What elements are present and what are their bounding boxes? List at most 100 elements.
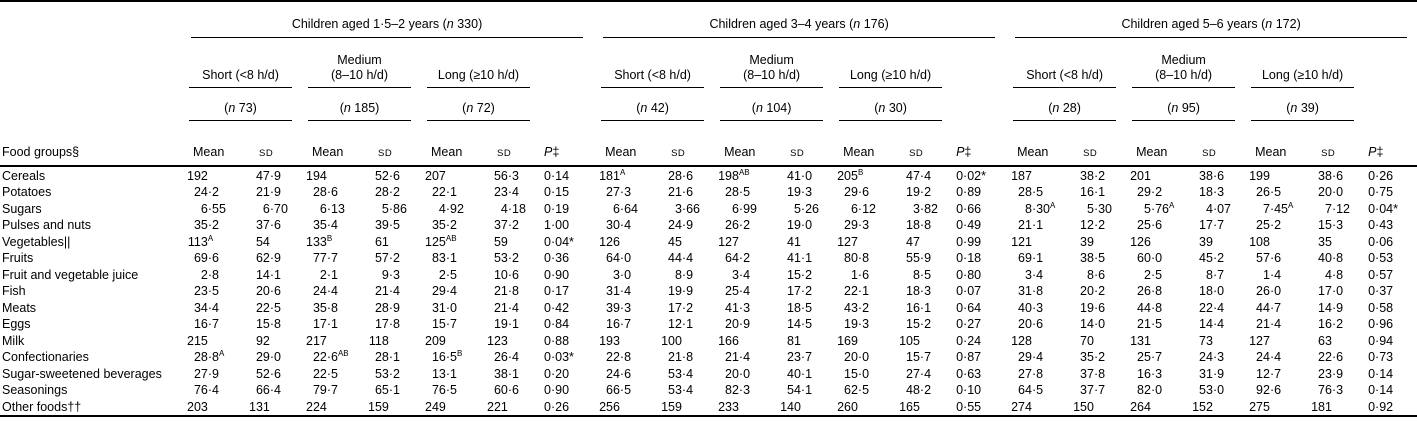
data-cell: 121	[1005, 233, 1067, 250]
data-cell: 2·8	[181, 266, 243, 283]
data-cell: 20·6	[1005, 316, 1067, 333]
decimal-part: ·4	[269, 383, 281, 397]
data-cell: 28·9	[362, 299, 419, 316]
integer-part: 28	[668, 168, 682, 183]
data-cell: 24·4	[1243, 349, 1305, 366]
decimal-part: ·1	[388, 383, 400, 397]
decimal-part: ·8	[857, 251, 870, 265]
data-cell: 22·1	[831, 283, 893, 300]
data-cell: 4·18	[481, 200, 538, 217]
p-value-cell: 0·04*	[544, 234, 574, 249]
p-value-cell: 0·63	[956, 366, 982, 381]
decimal-part: ·2	[388, 185, 400, 199]
p-value-cell: 0·36	[544, 251, 570, 265]
integer-part: 20	[1080, 284, 1094, 298]
data-cell: 64·5	[1005, 382, 1067, 399]
sample-size-header: (n 185)	[300, 88, 419, 121]
integer-part: 26	[1256, 185, 1270, 199]
integer-part: 201	[1130, 168, 1151, 183]
integer-part: 62	[844, 383, 858, 397]
data-cell: 18·3	[893, 283, 950, 300]
data-cell: 21·4	[362, 283, 419, 300]
data-cell: 24·2	[181, 184, 243, 201]
integer-part: 20	[725, 317, 739, 331]
data-cell: 15·7	[893, 349, 950, 366]
table-row: Vegetables|| 113A 54 133B 61 125AB 59 0·04* 126 4…	[0, 233, 1417, 250]
integer-part: 52	[374, 168, 389, 183]
decimal-part: ·2	[445, 218, 457, 232]
integer-part: 64	[725, 251, 739, 265]
decimal-part: ·4	[445, 284, 457, 298]
data-cell: 21·5	[1124, 316, 1186, 333]
integer-part: 108	[1249, 234, 1270, 249]
decimal-part: ·6	[207, 251, 219, 265]
decimal-part: ·3	[738, 300, 751, 315]
integer-part: 66	[606, 383, 620, 397]
decimal-part: ·9	[738, 317, 751, 331]
data-cell: 39·5	[362, 217, 419, 234]
data-cell: 31·8	[1005, 283, 1067, 300]
data-cell: 207	[419, 166, 481, 184]
decimal-part: ·0	[738, 366, 751, 381]
integer-part: 69	[1018, 251, 1032, 265]
italic-n: n	[1171, 101, 1179, 115]
decimal-part: ·2	[1093, 350, 1106, 364]
data-cell: 22·6	[1305, 349, 1362, 366]
p-value-cell: 0·07	[956, 284, 982, 298]
data-cell: 27·9	[181, 365, 243, 382]
data-cell: 3·0	[593, 266, 655, 283]
sleep-duration-label: Short (<8 h/d)	[189, 66, 292, 88]
integer-part: 21	[725, 350, 739, 364]
decimal-part: ·7	[326, 251, 338, 265]
data-cell: 28·8A	[181, 349, 243, 366]
row-label: Other foods††	[2, 399, 82, 414]
integer-part: 35	[1080, 350, 1094, 364]
integer-part: 21	[493, 300, 508, 315]
decimal-part: ·9	[207, 366, 219, 381]
integer-part: 57	[374, 251, 389, 265]
data-cell: 22·4	[1186, 299, 1243, 316]
integer-part: 118	[368, 333, 389, 348]
decimal-part: ·8	[919, 218, 932, 232]
row-label: Potatoes	[2, 185, 52, 199]
integer-part: 53	[668, 383, 682, 397]
decimal-part: ·6	[388, 168, 400, 183]
integer-part: 28	[1018, 185, 1032, 199]
data-cell: 21·8	[655, 349, 712, 366]
data-cell: 18·8	[893, 217, 950, 234]
integer-part: 82	[1137, 383, 1151, 397]
integer-part: 121	[1011, 234, 1032, 249]
decimal-part: ·3	[507, 168, 519, 183]
data-cell: 100	[655, 332, 712, 349]
decimal-part: ·2	[1212, 251, 1225, 265]
decimal-part: ·4	[681, 366, 694, 381]
decimal-part: ·9	[1212, 366, 1225, 381]
decimal-part: ·1	[326, 317, 338, 331]
data-cell: 65·1	[362, 382, 419, 399]
decimal-part: ·6	[269, 284, 281, 298]
integer-part: 5	[793, 201, 801, 216]
decimal-part: ·1	[1093, 185, 1106, 199]
significance-superscript: AB	[337, 348, 349, 358]
sleep-duration-header: Medium (8–10 h/d)	[300, 38, 419, 88]
p-value-cell: 0·88	[544, 333, 570, 348]
integer-part: 83	[431, 251, 446, 265]
significance-superscript: AB	[445, 233, 457, 243]
table-body: Cereals 192 47·9 194 52·6 207 56·3 0·14 181A 28·6…	[0, 166, 1417, 416]
data-cell: 24·9	[655, 217, 712, 234]
data-cell: 150	[1067, 398, 1124, 416]
decimal-part: ·4	[919, 366, 932, 381]
decimal-part: B	[858, 168, 863, 183]
decimal-part: ·5	[919, 267, 932, 282]
data-cell: 28·6	[300, 184, 362, 201]
integer-part: 27	[1018, 366, 1032, 381]
integer-part: 3	[731, 267, 739, 282]
data-cell: 14·5	[774, 316, 831, 333]
integer-part: 4	[1324, 267, 1332, 282]
integer-part: 17	[668, 300, 682, 315]
integer-part: 38	[1080, 168, 1094, 183]
decimal-part: ·5	[800, 317, 813, 331]
data-cell: 24·4	[300, 283, 362, 300]
integer-part: 105	[899, 333, 920, 348]
p-value-cell: 0·02*	[956, 168, 986, 183]
